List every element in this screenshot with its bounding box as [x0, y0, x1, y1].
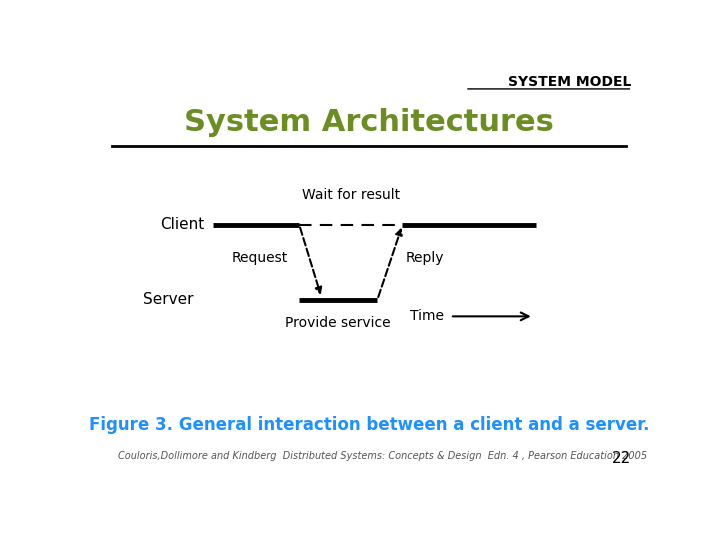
Text: System Architectures: System Architectures [184, 109, 554, 138]
Text: Wait for result: Wait for result [302, 188, 400, 202]
Text: Client: Client [160, 218, 204, 232]
Text: 22: 22 [612, 451, 631, 465]
Text: Request: Request [232, 251, 288, 265]
Text: Server: Server [143, 292, 193, 307]
Text: Reply: Reply [405, 251, 444, 265]
Text: Figure 3. General interaction between a client and a server.: Figure 3. General interaction between a … [89, 416, 649, 434]
Text: Couloris,Dollimore and Kindberg  Distributed Systems: Concepts & Design  Edn. 4 : Couloris,Dollimore and Kindberg Distribu… [118, 451, 647, 461]
Text: SYSTEM MODEL: SYSTEM MODEL [508, 75, 631, 89]
Text: Time: Time [410, 309, 444, 323]
Text: Provide service: Provide service [286, 316, 391, 330]
